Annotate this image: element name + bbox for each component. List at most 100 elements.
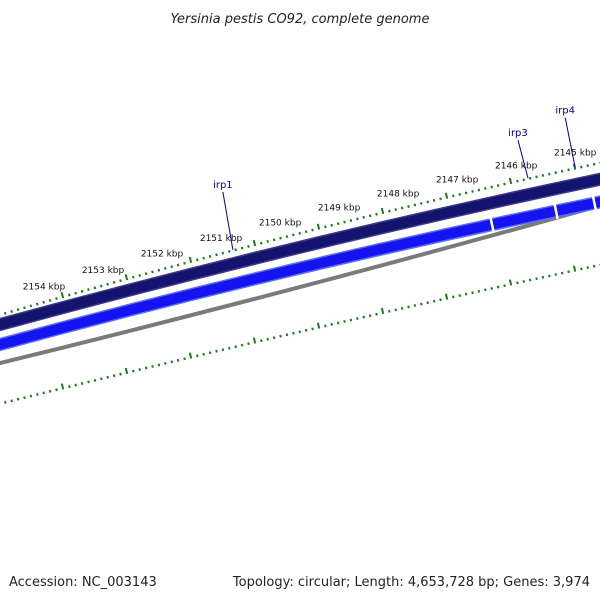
gene-separator [591, 195, 598, 212]
ruler-tick-inner [452, 295, 455, 299]
ruler-tick [202, 256, 205, 260]
ruler-tick [272, 238, 276, 242]
ruler-tick [176, 263, 180, 267]
ruler-tick-inner [29, 394, 33, 398]
ruler-tick-inner [388, 309, 391, 313]
ruler-tick-inner [260, 339, 263, 343]
ruler-tick-inner [490, 287, 493, 290]
ruler-tick [477, 188, 481, 192]
ruler-tick-inner [426, 301, 429, 305]
ruler-tick [48, 298, 52, 302]
backbone-track [0, 174, 600, 330]
gene-leader-line [222, 191, 234, 250]
ruler-tick [535, 175, 538, 179]
gene-label: irp4 [555, 106, 575, 117]
ruler-tick-inner [560, 271, 564, 275]
ruler-labels: 2145 kbp 2146 kbp 2147 kbp 2148 kbp 2149 kbp… [23, 149, 597, 293]
ruler-tick-inner [541, 275, 545, 279]
ruler-tick [87, 288, 90, 292]
ruler-tick-inner [580, 267, 583, 271]
ruler-tick-inner [464, 292, 468, 296]
ruler-tick [394, 208, 397, 212]
ruler-tick-inner [119, 372, 122, 376]
ruler-tick-inner [68, 385, 71, 389]
ruler-label: 2153 kbp [82, 266, 125, 276]
ruler-label: 2152 kbp [141, 250, 184, 260]
ruler-tick [503, 182, 506, 186]
ruler-tick [407, 205, 410, 208]
ruler-tick [592, 162, 596, 166]
ruler-tick-inner [106, 375, 109, 379]
ruler-tick [356, 217, 359, 221]
ruler-tick-inner [380, 307, 385, 315]
gene-leader-line [564, 117, 576, 168]
gene-labels: irp1 irp3 irp4 [213, 106, 576, 250]
ruler-tick-inner [132, 369, 135, 373]
ruler-tick [548, 172, 551, 176]
ruler-tick [496, 184, 500, 188]
ruler-tick-inner [484, 288, 487, 292]
ruler-tick-inner [48, 389, 52, 393]
ruler-tick [23, 306, 26, 310]
ruler-tick-inner [138, 368, 141, 371]
ruler-tick-inner [349, 318, 353, 322]
ruler-tick-inner [432, 299, 436, 303]
ruler-tick-inner [285, 333, 289, 337]
genome-summary: Topology: circular; Length: 4,653,728 bp… [232, 575, 590, 590]
ruler-tick [554, 171, 557, 175]
ruler-tick [195, 258, 199, 262]
ruler-tick [490, 185, 493, 189]
ruler-label: 2151 kbp [200, 234, 243, 244]
ruler-tick-inner [247, 342, 250, 346]
ruler-tick-inner [400, 306, 404, 310]
ruler-tick-inner [413, 304, 417, 307]
ruler-tick [484, 187, 487, 190]
ruler-tick-inner [228, 346, 231, 350]
ruler-tick [16, 308, 20, 312]
ruler-tick-inner [16, 397, 20, 401]
ruler-tick-inner [93, 378, 97, 382]
ruler-tick-inner [458, 294, 461, 297]
ruler-tick [311, 228, 314, 232]
ruler-tick [444, 192, 449, 199]
ruler-tick-inner [292, 331, 295, 335]
ruler-tick [112, 280, 116, 284]
ruler-tick-inner [42, 391, 45, 395]
ruler-tick [124, 274, 129, 281]
ruler-tick-inner [336, 321, 340, 325]
ruler-tick-inner [471, 291, 474, 295]
ruler-tick-inner [10, 399, 13, 403]
ruler-tick-inner [36, 393, 39, 396]
accession-label: Accession: NC_003143 [9, 575, 157, 590]
ruler-tick [215, 253, 218, 257]
ruler-tick [29, 304, 33, 308]
ruler-tick-inner [496, 285, 500, 289]
ruler-tick-inner [444, 293, 449, 300]
ruler-tick-inner [23, 396, 26, 400]
ruler-tick [106, 282, 109, 286]
ruler-tick [67, 293, 71, 297]
ruler-tick [304, 230, 308, 234]
ruler-tick-inner [503, 284, 506, 288]
ruler-tick-inner [144, 366, 148, 370]
ruler-tick [266, 239, 269, 243]
ruler-tick-inner [87, 380, 90, 384]
ruler-tick-inner [356, 317, 359, 320]
ruler-tick [138, 273, 141, 277]
ruler-tick-inner [272, 336, 276, 340]
ruler-tick-inner [439, 298, 442, 302]
ruler-tick-inner [304, 328, 308, 332]
ruler-tick [99, 284, 103, 288]
ruler-tick-inner [279, 334, 282, 338]
ruler-tick-inner [202, 352, 205, 356]
ruler-tick [163, 266, 167, 270]
ruler-tick [131, 275, 135, 279]
gene-leader-line [517, 139, 529, 179]
ruler-tick [580, 165, 583, 169]
ruler-tick [227, 249, 231, 253]
ruler-tick-inner [124, 367, 129, 375]
ruler-tick-inner [586, 266, 589, 270]
ruler-tick-inner [522, 280, 525, 283]
ruler-tick-inner [100, 377, 103, 381]
